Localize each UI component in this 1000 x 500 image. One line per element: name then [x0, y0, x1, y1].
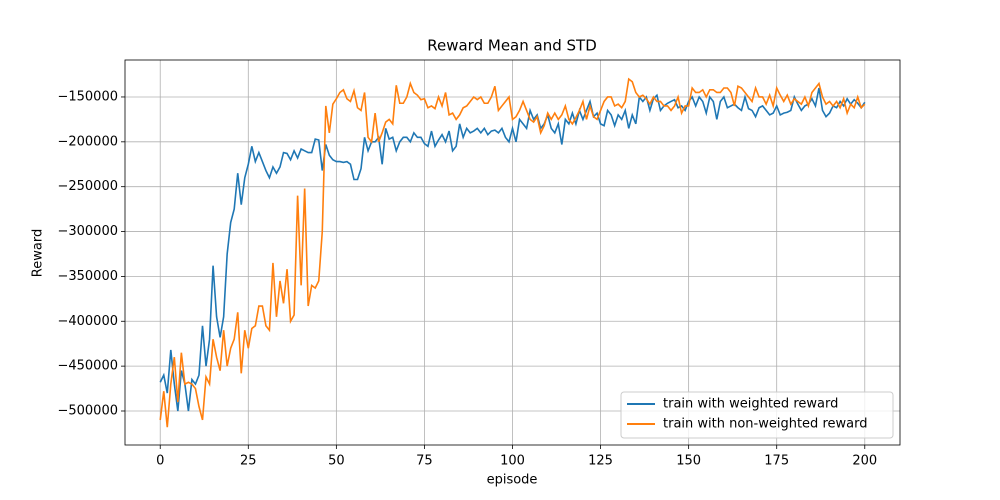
y-tick-label: −350000 — [57, 269, 118, 284]
x-tick-label: 125 — [588, 454, 613, 469]
series-line — [159, 77, 866, 428]
x-tick-label: 25 — [240, 454, 257, 469]
series-line — [159, 87, 866, 412]
y-tick-label: −250000 — [57, 179, 118, 194]
x-tick-label: 150 — [676, 454, 701, 469]
y-tick-label: −450000 — [57, 359, 118, 374]
chart-title: Reward Mean and STD — [427, 37, 597, 55]
x-tick-label: 0 — [156, 454, 164, 469]
y-tick-label: −400000 — [57, 314, 118, 329]
legend: train with weighted reward train with non… — [620, 391, 894, 439]
legend-label: train with weighted reward — [663, 397, 838, 412]
x-axis-label: episode — [487, 473, 538, 488]
legend-label: train with non-weighted reward — [663, 417, 867, 432]
y-tick-label: −200000 — [57, 134, 118, 149]
x-tick-label: 175 — [764, 454, 789, 469]
y-axis-label: Reward — [31, 229, 46, 277]
y-tick-label: −300000 — [57, 224, 118, 239]
x-tick-label: 75 — [416, 454, 433, 469]
y-tick-label: −500000 — [57, 403, 118, 418]
x-tick-label: 100 — [500, 454, 525, 469]
x-tick-label: 50 — [328, 454, 345, 469]
legend-box — [620, 391, 894, 439]
plot-frame — [124, 59, 901, 446]
x-tick-label: 200 — [852, 454, 877, 469]
y-tick-label: −150000 — [57, 89, 118, 104]
